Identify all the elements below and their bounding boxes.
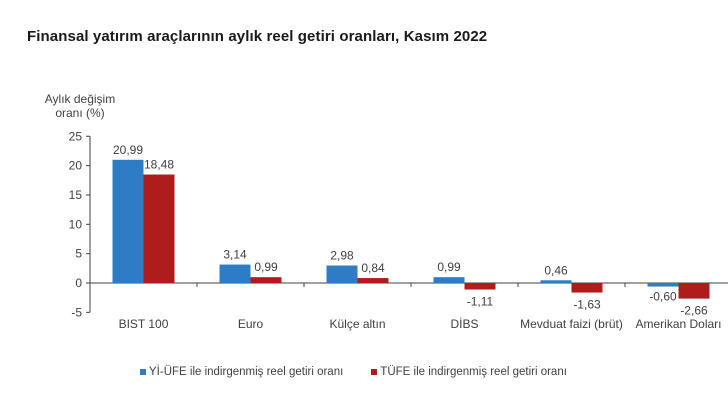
bar — [112, 159, 144, 283]
bar — [540, 280, 572, 283]
bar — [571, 283, 603, 293]
legend-label: TÜFE ile indirgenmiş reel getiri oranı — [380, 366, 567, 378]
legend-label: Yİ-ÜFE ile indirgenmiş reel getiri oranı — [149, 366, 344, 378]
bar — [464, 283, 496, 290]
legend-item-yi-ufe: Yİ-ÜFE ile indirgenmiş reel getiri oranı — [140, 366, 343, 378]
y-axis-label-line2: oranı (%) — [55, 106, 105, 120]
bar — [219, 264, 251, 283]
data-label: 0,99 — [437, 260, 461, 274]
category-label: BIST 100 — [119, 317, 169, 331]
data-label: -2,66 — [680, 304, 708, 318]
category-label: Euro — [238, 317, 264, 331]
y-tick-label: 15 — [69, 188, 83, 202]
chart-legend: Yİ-ÜFE ile indirgenmiş reel getiri oranı… — [140, 366, 567, 378]
y-tick-label: 10 — [69, 217, 83, 231]
bar — [647, 283, 679, 287]
data-label: -0,60 — [649, 290, 677, 304]
chart-title: Finansal yatırım araçlarının aylık reel … — [27, 28, 488, 45]
y-tick-label: 20 — [69, 159, 83, 173]
y-tick-label: 0 — [75, 276, 82, 290]
bar — [678, 283, 710, 299]
data-label: 2,98 — [330, 249, 354, 263]
y-tick-label: 25 — [69, 129, 83, 143]
bar — [433, 277, 465, 283]
data-label: 3,14 — [223, 248, 247, 262]
bar — [326, 265, 358, 283]
y-tick-label: -5 — [71, 305, 82, 319]
legend-swatch-red-icon — [371, 369, 378, 375]
bar — [250, 277, 282, 283]
data-label: 18,48 — [144, 158, 174, 172]
category-label: DİBS — [450, 317, 478, 331]
y-tick-label: 5 — [75, 247, 82, 261]
category-label: Amerikan Doları — [635, 317, 721, 331]
legend-item-tufe: TÜFE ile indirgenmiş reel getiri oranı — [371, 366, 567, 378]
data-label: -1,63 — [573, 298, 601, 312]
data-label: -1,11 — [467, 295, 494, 309]
legend-swatch-blue-icon — [140, 369, 146, 375]
bar — [357, 278, 389, 283]
category-label: Mevduat faizi (brüt) — [520, 317, 623, 331]
data-label: 0,46 — [544, 263, 568, 277]
y-axis-label-line1: Aylık değişim — [44, 92, 116, 106]
data-label: 0,99 — [254, 260, 278, 274]
category-label: Külçe altın — [329, 317, 385, 331]
y-axis-label: Aylık değişim oranı (%) — [38, 92, 122, 120]
data-label: 20,99 — [113, 143, 143, 157]
bar — [143, 174, 175, 283]
data-label: 0,84 — [361, 261, 385, 275]
